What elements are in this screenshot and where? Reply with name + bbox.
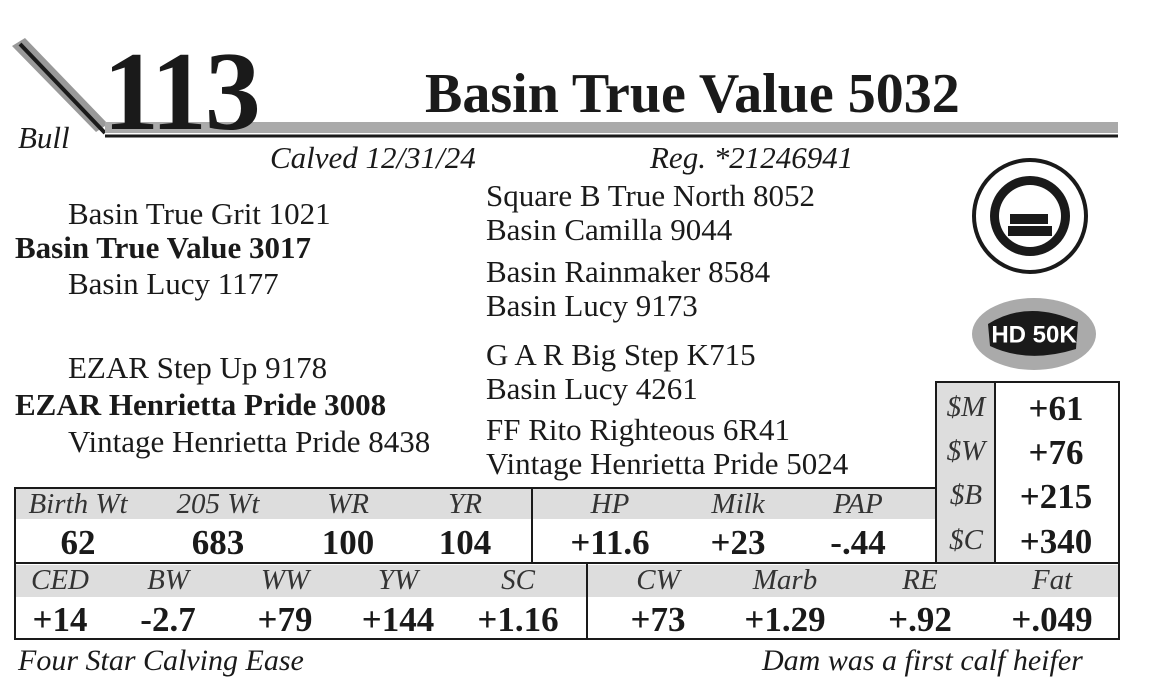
cell-value: 104: [438, 523, 492, 562]
column-header: WW: [260, 564, 310, 596]
cell-value: +.049: [1011, 600, 1093, 639]
index-label: $W: [946, 435, 986, 467]
great-grandparent: Vintage Henrietta Pride 5024: [486, 446, 849, 481]
index-label: $C: [949, 524, 983, 556]
cell-value: +.92: [888, 600, 952, 639]
great-grandparent: Basin Lucy 4261: [486, 371, 698, 406]
dam: EZAR Henrietta Pride 3008: [15, 387, 387, 422]
column-header: CED: [31, 564, 89, 596]
header-rule: [12, 38, 1118, 138]
genomic-label: HD 50K: [991, 321, 1077, 348]
column-header: RE: [902, 564, 938, 596]
cell-value: +1.16: [477, 600, 559, 639]
footer-note: Four Star Calving Ease: [18, 644, 304, 677]
column-header: HP: [590, 488, 630, 520]
sire: Basin True Value 3017: [15, 230, 312, 265]
column-header: Fat: [1031, 564, 1073, 596]
great-grandparent: Square B True North 8052: [486, 178, 815, 213]
calved-date: Calved 12/31/24: [270, 140, 476, 175]
page: Bull 113 Basin True Value 5032 Calved 12…: [12, 30, 1120, 676]
index-label: $B: [949, 479, 983, 511]
lot-label: Bull: [18, 120, 70, 155]
cell-value: +14: [32, 600, 88, 639]
great-grandparent: Basin Camilla 9044: [486, 212, 733, 247]
cell-value: 100: [321, 523, 375, 562]
dam-dam: Vintage Henrietta Pride 8438: [68, 424, 431, 459]
index-value: +215: [1019, 477, 1093, 516]
dam-sire: EZAR Step Up 9178: [68, 350, 328, 385]
registration: Reg. *21246941: [650, 140, 854, 175]
cell-value: +73: [630, 600, 686, 639]
column-header: YW: [377, 564, 419, 596]
great-grandparent: Basin Rainmaker 8584: [486, 254, 771, 289]
cell-value: -.44: [830, 523, 886, 562]
cell-value: -2.7: [140, 600, 196, 639]
sire-sire: Basin True Grit 1021: [68, 196, 331, 231]
animal-name: Basin True Value 5032: [425, 63, 960, 125]
great-grandparent: FF Rito Righteous 6R41: [486, 412, 791, 447]
lot-number: 113: [103, 30, 261, 154]
column-header: BW: [147, 564, 189, 596]
cell-value: 683: [191, 523, 245, 562]
column-header: PAP: [833, 488, 883, 520]
cell-value: 62: [60, 523, 96, 562]
great-grandparent: Basin Lucy 9173: [486, 288, 698, 323]
column-header: Milk: [711, 488, 765, 520]
cell-value: +23: [710, 523, 766, 562]
cell-value: +11.6: [570, 523, 650, 562]
cell-value: +144: [361, 600, 435, 639]
great-grandparent: G A R Big Step K715: [486, 337, 756, 372]
column-header: 205 Wt: [176, 488, 260, 520]
index-value: +340: [1019, 522, 1093, 561]
index-value: +76: [1028, 433, 1084, 472]
column-header: WR: [327, 488, 369, 520]
cell-value: +1.29: [744, 600, 826, 639]
column-header: SC: [501, 564, 535, 596]
column-header: YR: [448, 488, 482, 520]
index-value: +61: [1028, 389, 1084, 428]
column-header: CW: [636, 564, 680, 596]
index-label: $M: [946, 391, 986, 423]
epd-table: [14, 562, 1120, 640]
cell-value: +79: [257, 600, 313, 639]
cab-logo: [972, 158, 1088, 274]
column-header: Marb: [752, 564, 818, 596]
footer-note: Dam was a first calf heifer: [762, 644, 1083, 677]
column-header: Birth Wt: [28, 488, 128, 520]
genomic-badge: HD 50K: [972, 298, 1096, 370]
sire-dam: Basin Lucy 1177: [68, 266, 279, 301]
